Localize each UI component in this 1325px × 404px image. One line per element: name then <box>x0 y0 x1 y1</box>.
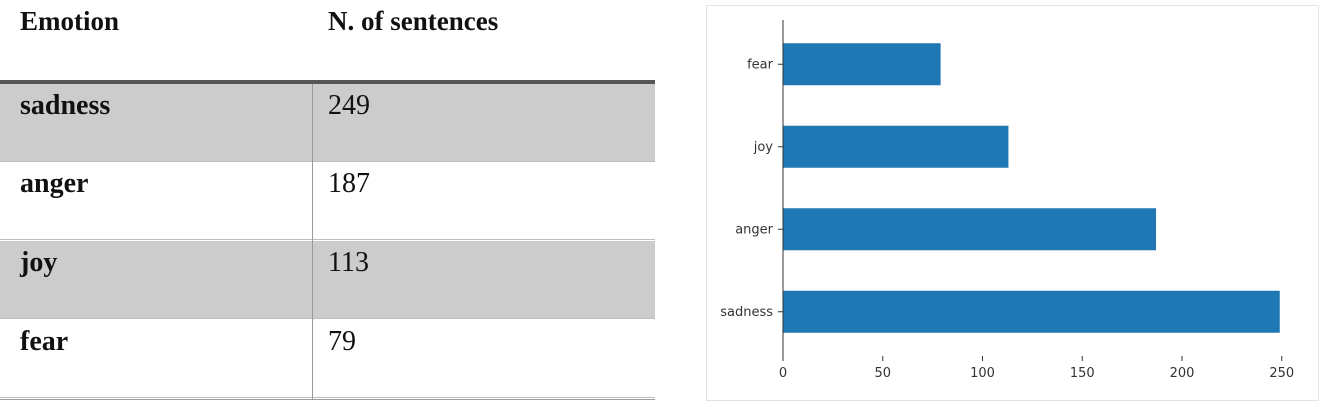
bar-chart-panel: sadness anger joy fear 0 50 100 150 200 250 <box>706 0 1325 404</box>
emotion-cell: anger <box>20 168 89 199</box>
bar-sadness <box>783 290 1280 333</box>
xtick-label: 50 <box>874 366 891 381</box>
table-row: joy 113 <box>0 241 655 319</box>
header-emotion: Emotion <box>20 6 120 36</box>
xtick-label: 200 <box>1170 366 1195 381</box>
table-row: anger 187 <box>0 162 655 240</box>
chart-frame <box>706 5 1319 401</box>
table-row: fear 79 <box>0 320 655 398</box>
emotion-cell: sadness <box>20 90 111 121</box>
header-sentence-count: N. of sentences <box>328 6 499 36</box>
ytick-label: anger <box>735 222 773 237</box>
emotion-cell: joy <box>20 247 58 278</box>
xtick-label: 250 <box>1269 366 1294 381</box>
bar-joy <box>783 125 1009 168</box>
count-cell: 249 <box>328 90 370 121</box>
count-cell: 187 <box>328 168 370 199</box>
column-divider <box>312 84 313 400</box>
emotion-table: Emotion N. of sentences sadness 249 ange… <box>0 0 655 404</box>
ytick-label: sadness <box>720 305 773 320</box>
xtick-label: 0 <box>779 366 787 381</box>
count-cell: 113 <box>328 247 369 278</box>
table-bottom-rule <box>0 399 655 400</box>
emotion-bar-chart: sadness anger joy fear 0 50 100 150 200 250 <box>720 20 1294 381</box>
ytick-label: joy <box>753 140 774 155</box>
table-row: sadness 249 <box>0 84 655 162</box>
bar-anger <box>783 208 1157 251</box>
emotion-cell: fear <box>20 326 69 357</box>
header-rule <box>0 80 655 84</box>
xtick-label: 150 <box>1070 366 1095 381</box>
count-cell: 79 <box>328 326 356 357</box>
bar-fear <box>783 43 941 86</box>
ytick-label: fear <box>747 57 774 72</box>
xtick-label: 100 <box>970 366 995 381</box>
